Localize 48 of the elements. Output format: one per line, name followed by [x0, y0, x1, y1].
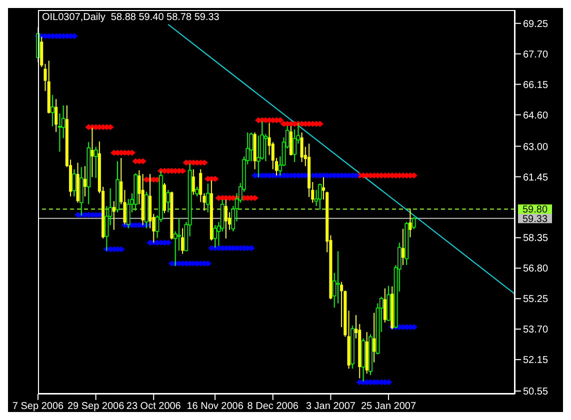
y-tick-label: 66.15 [523, 80, 548, 91]
y-tick-label: 61.45 [523, 172, 548, 184]
candlestick [224, 199, 228, 239]
candlestick [72, 168, 76, 197]
candlestick [166, 189, 170, 213]
candlestick [206, 183, 210, 213]
y-tick-label: 53.70 [523, 324, 548, 336]
x-tick-label: 8 Dec 2006 [247, 401, 299, 412]
candlestick [112, 200, 116, 230]
candlestick [408, 208, 412, 238]
y-tick-label: 64.60 [523, 110, 548, 122]
candlestick [401, 228, 404, 266]
candlestick [90, 127, 94, 178]
candlestick [372, 312, 376, 363]
candlestick [264, 134, 268, 162]
candlestick [83, 166, 86, 197]
candlestick [192, 168, 195, 196]
x-tick-label: 7 Sep 2006 [12, 401, 64, 412]
y-tick-label: 63.00 [523, 142, 548, 153]
candlestick [300, 132, 304, 162]
x-tick-label: 23 Oct 2006 [126, 401, 182, 412]
ref-line-label: 59.80 [522, 204, 548, 216]
y-tick-label: 69.25 [523, 18, 548, 30]
candlestick [249, 132, 254, 162]
y-tick-label: 67.70 [523, 49, 548, 60]
x-tick-label: 29 Sep 2006 [67, 401, 125, 412]
x-tick-label: 3 Jan 2007 [306, 401, 356, 412]
y-tick-label: 50.55 [523, 386, 548, 398]
y-tick-label: 55.25 [523, 294, 548, 306]
chart-title: OIL0307,Daily 58.88 59.40 58.78 59.33 [42, 12, 220, 23]
candlestick [412, 216, 416, 230]
candlestick [195, 186, 199, 197]
candlestick [94, 146, 98, 178]
candlestick [177, 218, 181, 252]
x-tick-label: 25 Jan 2007 [360, 401, 416, 412]
y-tick-label: 52.15 [523, 355, 548, 366]
candlestick [181, 228, 184, 254]
candlestick [289, 126, 292, 156]
candlestick [54, 98, 58, 132]
x-tick-label: 16 Nov 2006 [186, 401, 244, 412]
y-tick-label: 58.35 [523, 233, 548, 244]
candlestick [336, 250, 340, 304]
candlestick [383, 288, 386, 323]
y-tick-label: 56.80 [523, 264, 548, 275]
candlestick [58, 112, 62, 152]
ref-line-label: 59.33 [522, 214, 548, 225]
candlestick [318, 183, 322, 210]
candlestick [50, 94, 54, 127]
